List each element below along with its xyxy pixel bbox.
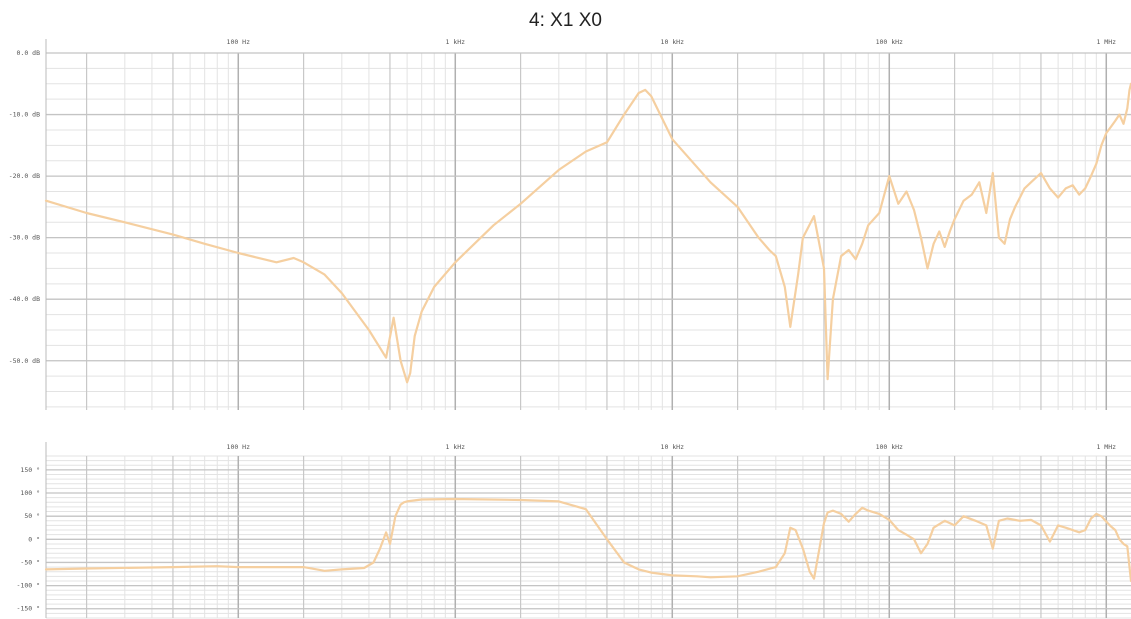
- y-tick-label: 0.0 dB: [17, 49, 41, 57]
- x-tick-label: 100 kHz: [876, 443, 903, 451]
- x-tick-label: 100 Hz: [227, 38, 251, 46]
- y-tick-label: -100 °: [17, 582, 40, 590]
- y-tick-label: 50 °: [24, 512, 40, 520]
- x-tick-label: 1 MHz: [1096, 38, 1116, 46]
- y-tick-label: 0 °: [28, 535, 40, 543]
- x-tick-label: 1 kHz: [445, 38, 465, 46]
- x-tick-label: 10 kHz: [661, 38, 685, 46]
- x-tick-label: 10 kHz: [661, 443, 685, 451]
- magnitude-series-line: [44, 82, 1131, 384]
- y-tick-label: -10.0 dB: [9, 111, 40, 119]
- y-tick-label: -20.0 dB: [9, 172, 40, 180]
- magnitude-panel: 0.0 dB -10.0 dB -20.0 dB -30.0 dB -40.0 dB -5…: [9, 38, 1131, 410]
- phase-series-line: [44, 497, 1131, 583]
- y-tick-label: 150 °: [20, 466, 40, 474]
- y-tick-label: 100 °: [20, 489, 40, 497]
- x-tick-label: 100 kHz: [876, 38, 903, 46]
- phase-panel: 150 ° 100 ° 50 ° 0 ° -50 ° -100 ° -150 ° 100 Hz…: [17, 442, 1131, 619]
- x-tick-label: 1 kHz: [445, 443, 465, 451]
- chart-title: 4: X1 X0: [529, 10, 602, 31]
- y-tick-label: -30.0 dB: [9, 234, 40, 242]
- y-tick-label: -40.0 dB: [9, 295, 40, 303]
- x-tick-label: 100 Hz: [227, 443, 251, 451]
- x-tick-label: 1 MHz: [1096, 443, 1116, 451]
- y-tick-label: -50.0 dB: [9, 357, 40, 365]
- y-tick-label: -50 °: [20, 558, 40, 566]
- y-tick-label: -150 °: [17, 605, 40, 613]
